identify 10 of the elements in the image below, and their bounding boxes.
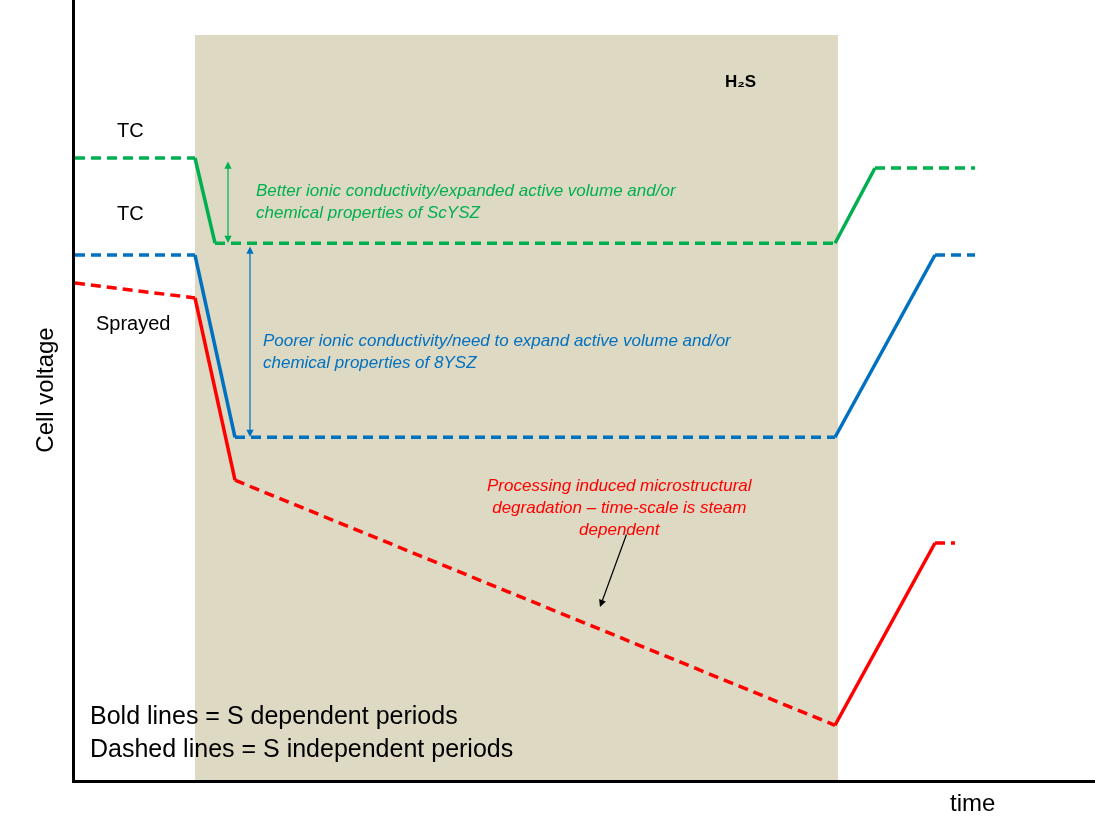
annotation: Bold lines = S dependent periods Dashed lines = S independent periods [90, 701, 514, 762]
text: H₂S [725, 72, 757, 91]
annotation: Sprayed [96, 312, 171, 334]
annotation: Processing induced microstructural degradation – time-scale is steam dependent [487, 476, 753, 540]
annotation: Poorer ionic conductivity/need to expand active volume and/or chemical properties of 8YSZ [263, 331, 733, 373]
text: TC [117, 119, 144, 141]
y-axis-title: Cell voltage [31, 327, 59, 453]
annotation: Better ionic conductivity/expanded active volume and/or chemical properties of ScYSZ [256, 181, 677, 223]
x-axis-title: time [950, 789, 996, 816]
annotation: TC [117, 202, 144, 224]
